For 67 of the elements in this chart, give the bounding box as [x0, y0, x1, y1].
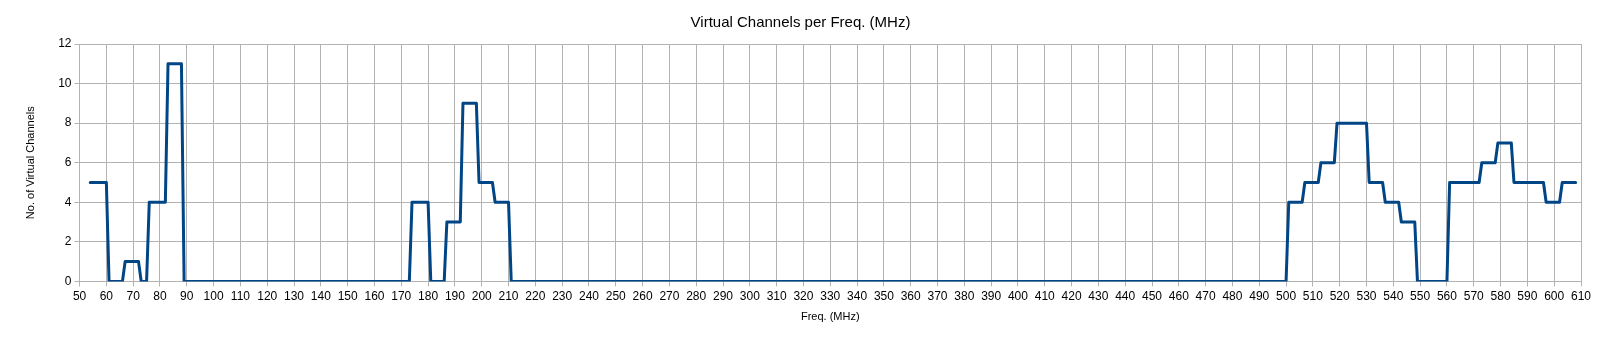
x-tick-label: 480	[1222, 288, 1243, 303]
x-tick-label: 390	[981, 288, 1002, 303]
x-tick-label: 170	[391, 288, 412, 303]
x-tick-label: 120	[257, 288, 278, 303]
x-tick-label: 520	[1329, 288, 1351, 303]
x-tick-label: 430	[1088, 288, 1109, 303]
y-tick-label: 6	[64, 155, 72, 170]
x-tick-label: 80	[153, 288, 167, 303]
x-tick-label: 180	[418, 288, 439, 303]
x-tick-label: 140	[310, 288, 332, 303]
x-tick-label: 220	[525, 288, 546, 303]
x-tick-label: 150	[337, 288, 358, 303]
x-tick-label: 450	[1142, 288, 1163, 303]
x-tick-label: 280	[686, 288, 707, 303]
x-tick-label: 400	[1007, 288, 1029, 303]
x-tick-label: 210	[498, 288, 519, 303]
x-tick-label: 420	[1061, 288, 1082, 303]
x-tick-label: 550	[1410, 288, 1431, 303]
x-tick-label: 250	[605, 288, 627, 303]
x-tick-label: 490	[1249, 288, 1270, 303]
x-tick-label: 310	[766, 288, 787, 303]
chart-title: Virtual Channels per Freq. (MHz)	[690, 13, 911, 31]
x-tick-label: 530	[1356, 288, 1377, 303]
x-tick-label: 270	[659, 288, 680, 303]
x-tick-label: 570	[1463, 288, 1485, 303]
x-tick-label: 580	[1490, 288, 1511, 303]
x-tick-label: 300	[739, 288, 761, 303]
x-tick-label: 330	[820, 288, 841, 303]
x-tick-label: 60	[99, 288, 114, 303]
x-tick-label: 50	[72, 288, 87, 303]
y-tick-label: 4	[64, 194, 72, 209]
x-tick-label: 290	[713, 288, 734, 303]
x-tick-label: 240	[578, 288, 600, 303]
y-axis-title: No. of Virtual Channels	[23, 105, 36, 220]
y-tick-label: 2	[64, 234, 72, 249]
x-tick-label: 410	[1034, 288, 1056, 303]
x-tick-label: 510	[1302, 288, 1324, 303]
x-tick-label: 200	[471, 288, 493, 303]
x-tick-label: 590	[1517, 288, 1538, 303]
x-tick-label: 100	[203, 288, 224, 303]
x-tick-label: 350	[873, 288, 895, 303]
x-tick-label: 190	[444, 288, 466, 303]
x-tick-label: 600	[1544, 288, 1565, 303]
x-tick-label: 320	[793, 288, 814, 303]
x-tick-label: 380	[954, 288, 975, 303]
y-tick-label: 10	[58, 75, 72, 90]
x-tick-label: 470	[1195, 288, 1216, 303]
y-tick-label: 8	[64, 115, 72, 130]
y-tick-label: 12	[58, 36, 72, 51]
x-tick-label: 260	[632, 288, 653, 303]
x-tick-label: 230	[552, 288, 573, 303]
x-tick-label: 70	[126, 288, 141, 303]
x-tick-label: 130	[284, 288, 305, 303]
y-tick-label: 0	[64, 273, 72, 288]
x-tick-label: 500	[1276, 288, 1297, 303]
x-tick-label: 160	[364, 288, 385, 303]
x-tick-label: 540	[1383, 288, 1404, 303]
x-tick-label: 460	[1168, 288, 1190, 303]
x-tick-label: 360	[900, 288, 922, 303]
x-tick-label: 110	[230, 288, 251, 303]
x-tick-label: 610	[1570, 288, 1592, 303]
x-tick-label: 440	[1115, 288, 1136, 303]
x-tick-label: 90	[180, 288, 194, 303]
x-tick-label: 370	[927, 288, 948, 303]
x-tick-label: 560	[1436, 288, 1458, 303]
x-axis-title: Freq. (MHz)	[800, 310, 860, 323]
x-tick-label: 340	[847, 288, 868, 303]
